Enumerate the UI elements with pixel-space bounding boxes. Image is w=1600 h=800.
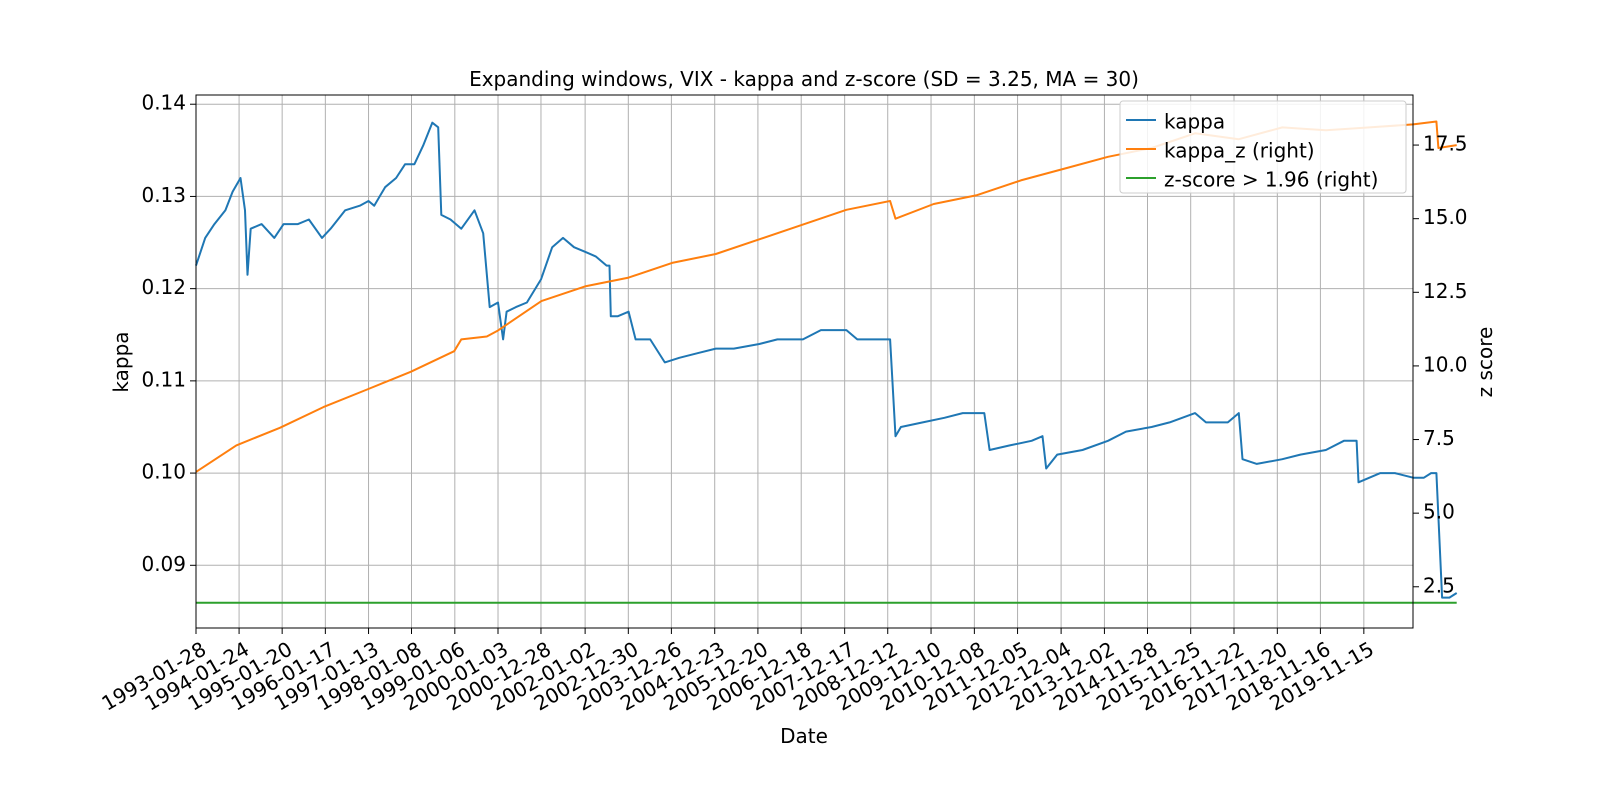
right-y-tick-label: 17.5 <box>1423 132 1468 156</box>
right-y-axis-ticks: 2.5 5.0 7.5 10.0 12.5 15.0 17.5 <box>1413 132 1468 597</box>
legend-box <box>1119 100 1407 194</box>
right-y-axis-label: z score <box>1473 327 1497 398</box>
right-y-tick-label: 5.0 <box>1423 500 1455 524</box>
left-y-tick-label: 0.11 <box>141 367 186 391</box>
x-axis-label: Date <box>780 724 828 748</box>
legend-label-kappa-z: kappa_z (right) <box>1164 139 1315 163</box>
left-y-tick-label: 0.10 <box>141 460 186 484</box>
legend-label-kappa: kappa <box>1164 110 1225 134</box>
right-y-tick-label: 10.0 <box>1423 352 1468 376</box>
grid-lines <box>195 95 1413 628</box>
x-axis-ticks: 1993-01-281994-01-241995-01-201996-01-17… <box>97 628 1378 716</box>
left-y-tick-label: 0.14 <box>141 91 186 115</box>
right-y-tick-label: 2.5 <box>1423 573 1455 597</box>
left-y-tick-label: 0.13 <box>141 183 186 207</box>
series-line-kappa <box>195 121 1458 599</box>
left-y-axis-ticks: 0.09 0.10 0.11 0.12 0.13 0.14 <box>141 91 196 576</box>
left-y-tick-label: 0.12 <box>141 275 186 299</box>
right-y-tick-label: 12.5 <box>1423 279 1468 303</box>
left-y-axis-label: kappa <box>109 331 133 392</box>
chart-title: Expanding windows, VIX - kappa and z-sco… <box>469 67 1139 91</box>
legend-label-zscore: z-score > 1.96 (right) <box>1164 168 1378 192</box>
left-y-tick-label: 0.09 <box>141 552 186 576</box>
legend: kappa kappa_z (right) z-score > 1.96 (ri… <box>1119 100 1407 194</box>
right-y-tick-label: 7.5 <box>1423 426 1455 450</box>
plot-frame <box>195 94 1414 629</box>
right-y-tick-label: 15.0 <box>1423 205 1468 229</box>
